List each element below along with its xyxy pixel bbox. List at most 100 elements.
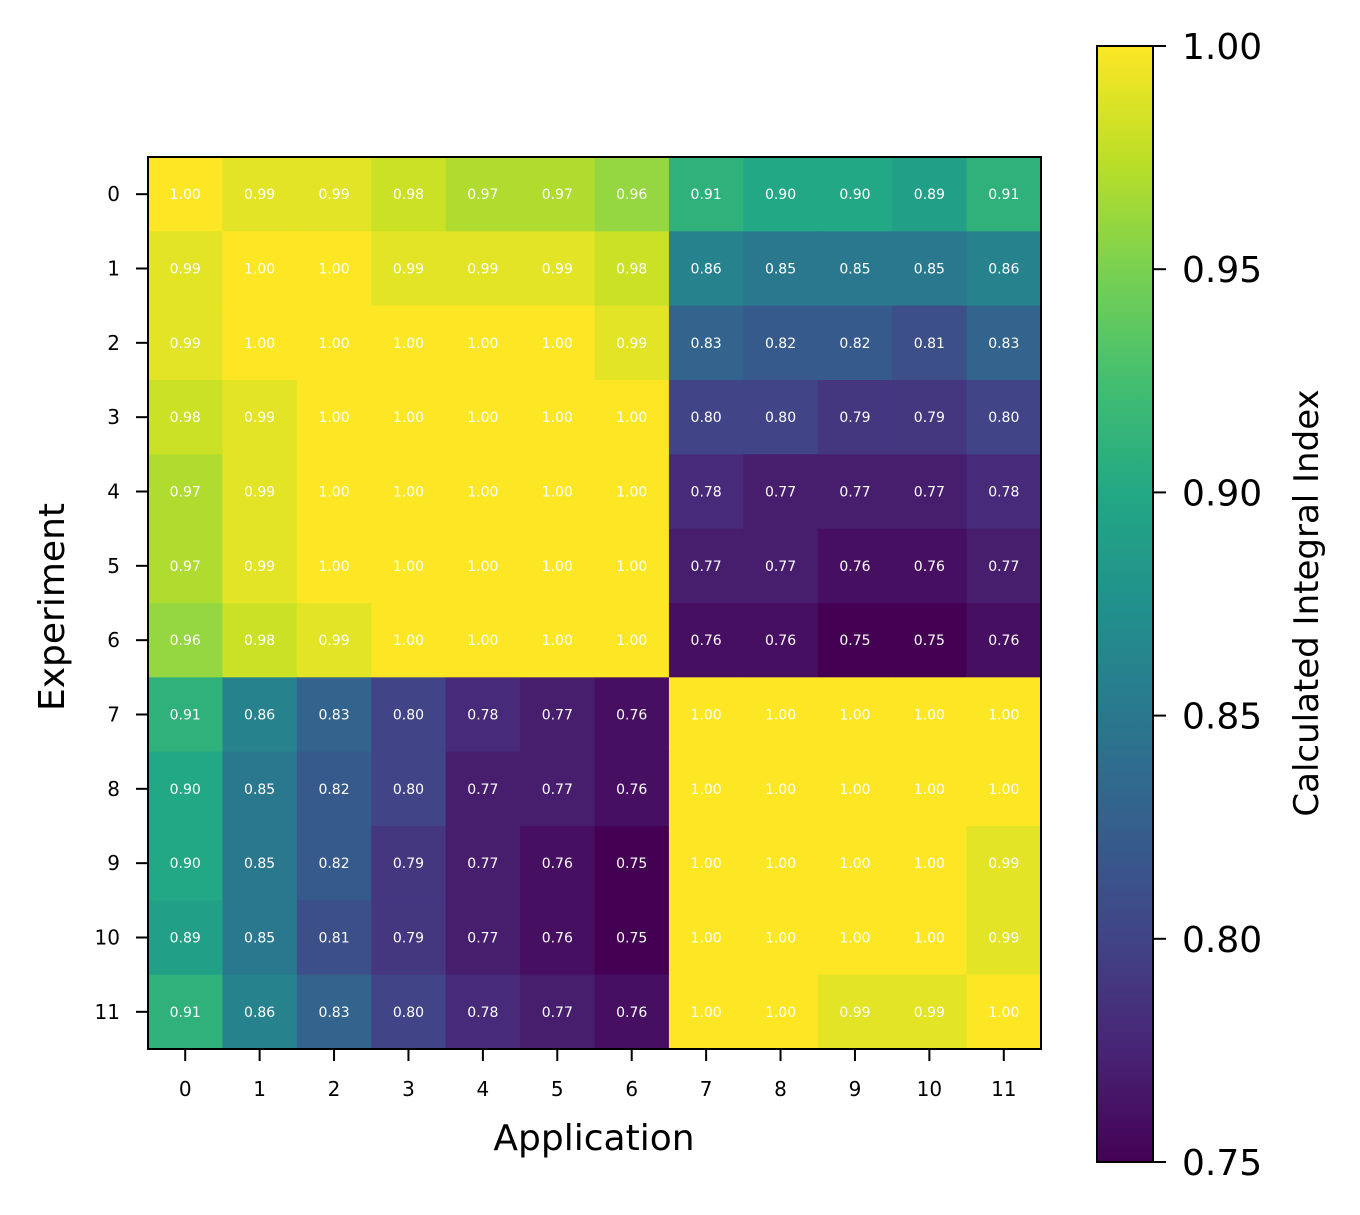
heatmap-cell (594, 677, 670, 753)
cell-value-label: 1.00 (393, 485, 424, 501)
cell-value-label: 0.77 (914, 485, 945, 501)
heatmap-cell (445, 454, 521, 530)
heatmap-cell (371, 900, 447, 976)
heatmap-cell (148, 974, 224, 1050)
colorbar-tick-label: 0.85 (1182, 697, 1262, 738)
heatmap-cell (222, 974, 298, 1050)
cell-value-label: 0.91 (170, 1005, 201, 1021)
cell-value-label: 0.99 (988, 856, 1019, 872)
heatmap-cell (743, 157, 819, 232)
heatmap-cell (817, 751, 893, 827)
heatmap-cell (817, 603, 893, 678)
cell-value-label: 1.00 (839, 782, 870, 798)
heatmap-cell (148, 677, 224, 753)
heatmap-cell (817, 157, 893, 232)
cell-value-label: 0.96 (170, 633, 201, 649)
cell-value-label: 0.97 (542, 187, 573, 203)
cell-value-label: 1.00 (839, 931, 870, 947)
heatmap-cell (520, 380, 596, 455)
cell-value-label: 0.83 (691, 336, 722, 352)
cell-value-label: 0.99 (542, 262, 573, 278)
x-tick-label: 9 (849, 1077, 862, 1101)
heatmap-cell (892, 751, 968, 827)
y-tick-label: 2 (107, 331, 120, 355)
x-tick-label: 7 (700, 1077, 713, 1101)
cell-value-label: 1.00 (467, 633, 498, 649)
heatmap-cell (817, 380, 893, 455)
heatmap-cell (594, 305, 670, 381)
heatmap-cell (371, 751, 447, 827)
cell-value-label: 0.79 (393, 931, 424, 947)
cell-value-label: 0.76 (542, 856, 573, 872)
cell-value-label: 0.77 (467, 782, 498, 798)
heatmap-cell (817, 231, 893, 307)
heatmap-cell (743, 380, 819, 455)
cell-value-label: 0.90 (839, 187, 870, 203)
heatmap-cell (222, 454, 298, 530)
cell-value-label: 0.76 (765, 633, 796, 649)
cell-value-label: 1.00 (839, 708, 870, 724)
heatmap-cell (371, 454, 447, 530)
x-tick-label: 0 (179, 1077, 192, 1101)
cell-value-label: 1.00 (467, 485, 498, 501)
cell-value-label: 0.82 (839, 336, 870, 352)
cell-value-label: 0.80 (691, 410, 722, 426)
cell-value-label: 0.99 (467, 262, 498, 278)
cell-value-label: 0.85 (765, 262, 796, 278)
cell-value-label: 1.00 (616, 559, 647, 575)
cell-value-label: 0.76 (616, 708, 647, 724)
cell-value-label: 1.00 (170, 187, 201, 203)
heatmap-cell (892, 157, 968, 232)
colorbar-tick-label: 0.80 (1182, 920, 1262, 961)
cell-value-label: 0.85 (914, 262, 945, 278)
x-tick-label: 3 (402, 1077, 415, 1101)
cell-value-label: 0.77 (467, 856, 498, 872)
cell-value-label: 1.00 (839, 856, 870, 872)
heatmap-cell (520, 974, 596, 1050)
heatmap-cell (222, 380, 298, 455)
x-tick-label: 1 (253, 1077, 266, 1101)
heatmap-cell (743, 900, 819, 976)
heatmap-cell (594, 231, 670, 307)
heatmap-cell (222, 603, 298, 678)
heatmap-cell (148, 231, 224, 307)
heatmap-cell (520, 231, 596, 307)
cell-value-label: 0.89 (914, 187, 945, 203)
heatmap-cell (892, 380, 968, 455)
cell-value-label: 1.00 (691, 931, 722, 947)
heatmap-cell (594, 157, 670, 232)
cell-value-label: 1.00 (691, 782, 722, 798)
heatmap-cell (743, 528, 819, 604)
heatmap-cell (817, 677, 893, 753)
heatmap-cell (296, 305, 372, 381)
heatmap-cell (148, 380, 224, 455)
cell-value-label: 0.97 (170, 485, 201, 501)
heatmap-cell (817, 454, 893, 530)
y-tick-label: 5 (107, 554, 120, 578)
cell-value-label: 0.98 (393, 187, 424, 203)
y-tick-label: 11 (95, 1000, 120, 1024)
heatmap-cell (668, 677, 744, 753)
x-tick-label: 8 (774, 1077, 787, 1101)
heatmap-cell (966, 974, 1042, 1050)
cell-value-label: 0.80 (393, 708, 424, 724)
heatmap-cell (222, 528, 298, 604)
cell-value-label: 0.78 (988, 485, 1019, 501)
cell-value-label: 0.79 (914, 410, 945, 426)
cell-value-label: 0.99 (244, 410, 275, 426)
cell-value-label: 1.00 (988, 1005, 1019, 1021)
cell-value-label: 1.00 (765, 931, 796, 947)
heatmap-cell (668, 974, 744, 1050)
cell-value-label: 0.99 (914, 1005, 945, 1021)
cell-value-label: 1.00 (691, 1005, 722, 1021)
cell-value-label: 0.76 (988, 633, 1019, 649)
cell-value-label: 0.89 (170, 931, 201, 947)
cell-value-label: 0.75 (839, 633, 870, 649)
cell-value-label: 0.77 (542, 1005, 573, 1021)
heatmap-cell (445, 900, 521, 976)
heatmap-cell (222, 305, 298, 381)
heatmap-cell (520, 528, 596, 604)
heatmap-cell (222, 231, 298, 307)
cell-value-label: 0.99 (318, 187, 349, 203)
cell-value-label: 0.90 (170, 782, 201, 798)
